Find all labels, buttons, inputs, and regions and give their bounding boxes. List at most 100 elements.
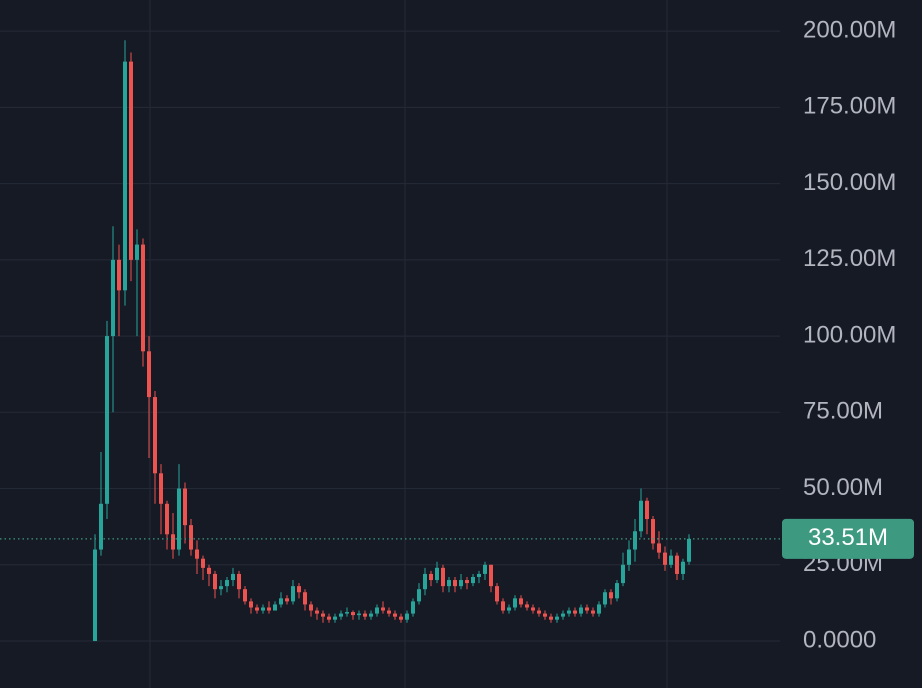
candle-body (147, 351, 151, 398)
candle-body (105, 336, 109, 504)
candle-body (387, 610, 391, 614)
candle-body (117, 259, 121, 291)
candle-body (405, 613, 409, 620)
candle-body (189, 525, 193, 550)
candle-body (411, 601, 415, 614)
candle-body (195, 549, 199, 559)
candle-body (579, 607, 583, 614)
candle-body (393, 613, 397, 617)
candle-body (399, 616, 403, 620)
candle-body (513, 598, 517, 608)
candle-body (543, 613, 547, 617)
candle-body (285, 598, 289, 602)
candle-body (339, 613, 343, 617)
candle-body (333, 616, 337, 620)
candles (93, 40, 691, 642)
candle-body (597, 604, 601, 614)
candle-body (621, 564, 625, 584)
candle-body (507, 607, 511, 611)
candle-body (231, 573, 235, 581)
candle-body (153, 397, 157, 474)
candle-body (267, 607, 271, 611)
candle-body (495, 586, 499, 602)
candle-body (603, 592, 607, 605)
candle-body (525, 604, 529, 608)
candle-body (489, 564, 493, 587)
last-price-box (782, 518, 914, 559)
candle-body (591, 610, 595, 614)
candle-body (633, 531, 637, 550)
candle-body (381, 607, 385, 611)
y-tick-label: 175.00M (803, 93, 896, 120)
candle-body (321, 613, 325, 617)
candle-body (99, 503, 103, 550)
candle-body (681, 561, 685, 574)
candle-body (549, 616, 553, 620)
candle-body (141, 244, 145, 352)
candle-body (375, 607, 379, 614)
candle-body (567, 610, 571, 614)
last-price-label: 33.51M (808, 524, 888, 551)
candle-body (351, 612, 355, 616)
candle-body (291, 586, 295, 602)
y-tick-label: 200.00M (803, 16, 896, 43)
candle-body (537, 610, 541, 614)
candle-body (183, 488, 187, 526)
candle-body (369, 613, 373, 617)
candle-body (573, 610, 577, 614)
candle-body (135, 244, 139, 260)
candle-body (663, 552, 667, 565)
candle-body (345, 612, 349, 614)
candle-body (327, 616, 331, 620)
candle-body (261, 607, 265, 611)
candle-body (363, 613, 367, 617)
candle-body (453, 580, 457, 587)
candle-body (297, 586, 301, 593)
candle-body (309, 604, 313, 611)
y-tick-label: 0.0000 (803, 626, 876, 653)
candle-body (501, 601, 505, 611)
candle-body (555, 616, 559, 620)
y-tick-label: 100.00M (803, 321, 896, 348)
candle-body (213, 573, 217, 590)
candle-body (627, 549, 631, 565)
candle-body (219, 586, 223, 590)
candle-body (465, 580, 469, 584)
candle-body (123, 61, 127, 291)
candle-body (243, 589, 247, 602)
candle-body (207, 567, 211, 574)
candle-body (441, 567, 445, 587)
candle-body (429, 573, 433, 581)
candle-body (519, 598, 523, 605)
overlay: 0.000025.00M50.00M75.00M100.00M125.00M15… (0, 16, 914, 653)
candle-body (585, 607, 589, 611)
candle-body (477, 573, 481, 577)
candle-body (687, 538, 691, 562)
candle-body (303, 592, 307, 605)
candle-body (561, 613, 565, 617)
candle-body (255, 607, 259, 611)
candle-body (273, 604, 277, 611)
candle-body (225, 580, 229, 587)
candle-body (279, 598, 283, 605)
candle-body (357, 613, 361, 616)
candle-body (237, 573, 241, 590)
y-tick-label: 150.00M (803, 169, 896, 196)
candle-body (639, 500, 643, 532)
candle-body (645, 500, 649, 520)
candle-body (129, 61, 133, 260)
candle-body (111, 259, 115, 337)
candle-body (615, 583, 619, 599)
candle-body (609, 592, 613, 599)
candle-body (315, 610, 319, 614)
candle-body (483, 564, 487, 574)
candle-body (651, 519, 655, 544)
y-tick-label: 75.00M (803, 398, 883, 425)
candle-body (93, 549, 97, 642)
candle-body (417, 589, 421, 602)
candle-body (171, 534, 175, 550)
candle-body (675, 555, 679, 574)
